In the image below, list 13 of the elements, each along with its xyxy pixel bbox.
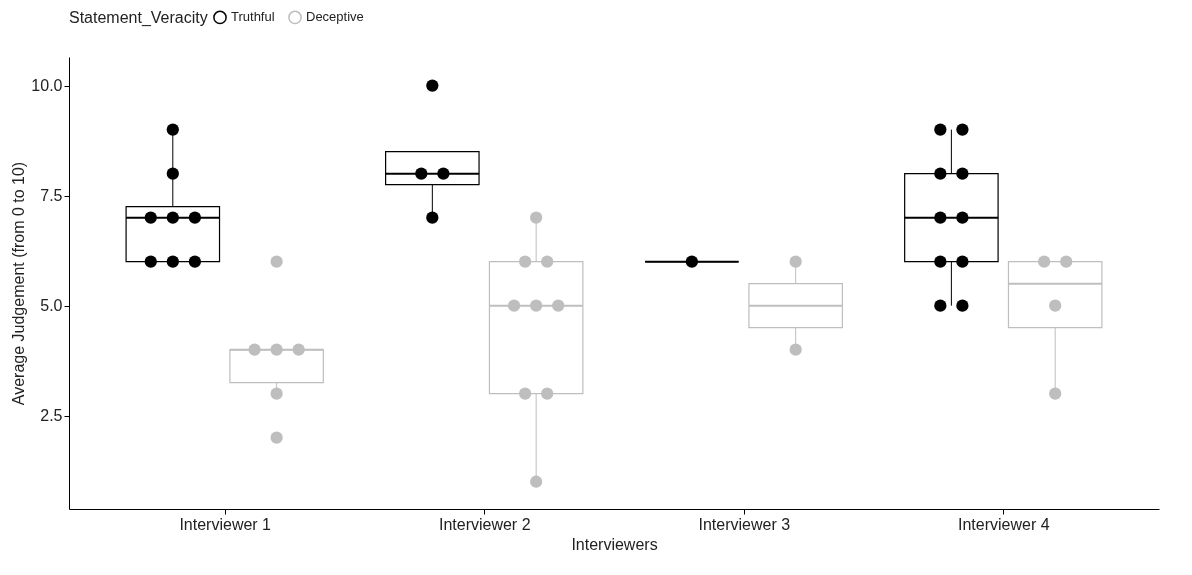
y-tick-label: 2.5 [40, 407, 63, 425]
legend-label: Truthful [231, 9, 275, 25]
legend-label: Deceptive [306, 9, 364, 25]
y-tick-label: 5.0 [40, 297, 63, 315]
y-tick-label: 10.0 [31, 77, 63, 95]
legend-title: Statement_Veracity [69, 9, 208, 27]
x-tick-label: Interviewer 1 [179, 515, 272, 533]
y-tick-label: 7.5 [40, 187, 63, 205]
x-tick-label: Interviewer 4 [957, 515, 1050, 533]
x-axis-title: Interviewers [571, 535, 658, 553]
y-axis-title: Average Judgement (from 0 to 10) [10, 161, 28, 406]
x-tick-label: Interviewer 2 [438, 515, 531, 533]
x-tick-label: Interviewer 3 [698, 515, 791, 533]
